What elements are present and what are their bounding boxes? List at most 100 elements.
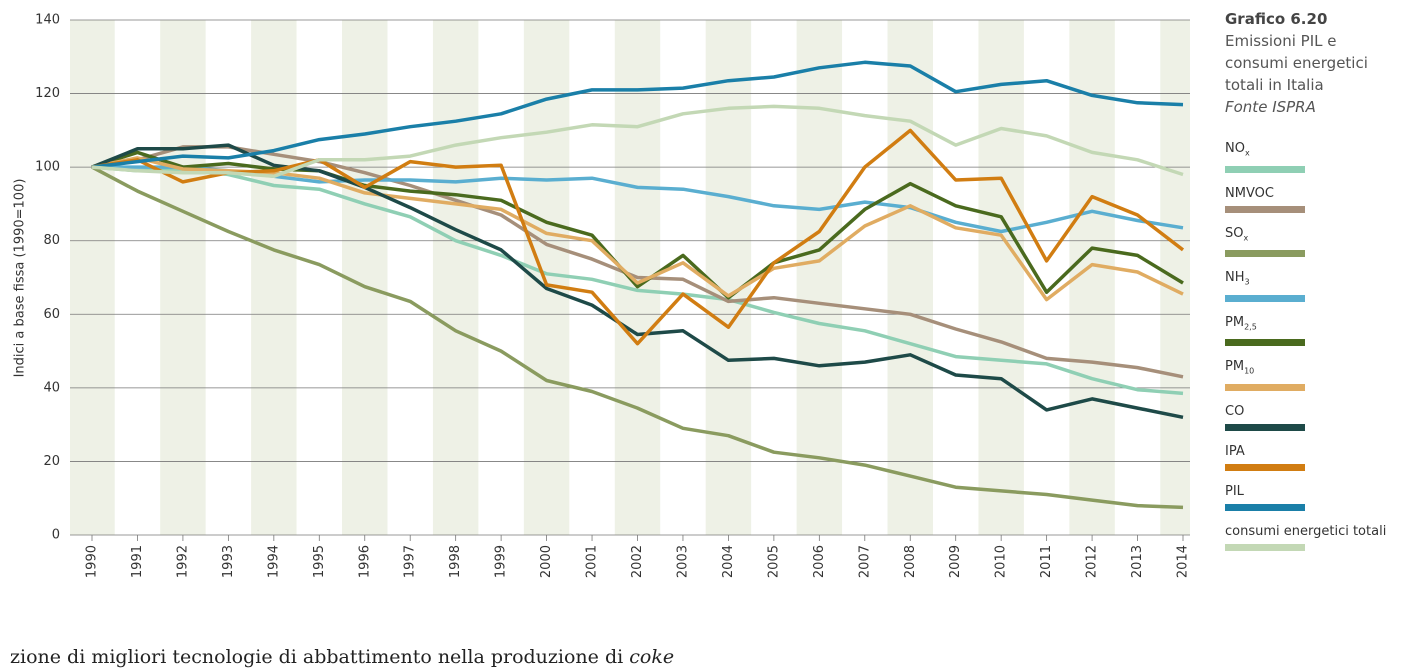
legend-label: consumi energetici totali <box>1225 523 1395 540</box>
legend-label: SOx <box>1225 225 1395 247</box>
chart-subtitle: Emissioni PIL e consumi energetici total… <box>1225 32 1368 94</box>
footnote-emphasis: coke <box>629 646 675 668</box>
legend-item: NOx <box>1225 140 1395 173</box>
y-tick-label: 100 <box>35 160 60 175</box>
x-tick-label: 1992 <box>175 545 190 578</box>
legend-label: NMVOC <box>1225 185 1395 202</box>
series-line <box>91 165 1184 396</box>
legend-item: NMVOC <box>1225 185 1395 213</box>
series-line <box>91 165 1184 510</box>
y-tick-label: 40 <box>43 380 60 395</box>
legend-label: CO <box>1225 403 1395 420</box>
band <box>70 20 115 535</box>
x-tick-label: 2006 <box>812 545 827 578</box>
legend-name: consumi energetici totali <box>1225 523 1387 539</box>
x-tick-label: 1990 <box>85 545 100 578</box>
x-tick-label: 2007 <box>857 545 872 578</box>
x-tick-label: 2014 <box>1176 545 1191 578</box>
legend-item: PM2,5 <box>1225 314 1395 347</box>
legend-name: IPA <box>1225 443 1245 459</box>
series-line <box>91 104 1184 179</box>
legend-name: CO <box>1225 403 1245 419</box>
band <box>705 20 752 535</box>
legend-swatch <box>1225 383 1305 391</box>
x-tick-label: 2001 <box>585 545 600 578</box>
band <box>978 20 1024 535</box>
legend-name: PIL <box>1225 483 1244 499</box>
x-tick-label: 1993 <box>221 545 236 578</box>
legend-item: PM10 <box>1225 358 1395 391</box>
y-axis-label: Indici a base fissa (1990=100) <box>13 179 28 378</box>
legend-swatch <box>1225 339 1305 347</box>
band <box>887 20 933 535</box>
x-tick-label: 1994 <box>266 545 281 578</box>
y-tick-label: 80 <box>43 233 60 248</box>
legend-swatch <box>1225 205 1305 213</box>
legend-item: PIL <box>1225 483 1395 511</box>
x-tick-label: 2010 <box>994 545 1009 578</box>
legend-item: IPA <box>1225 443 1395 471</box>
x-tick-label: 2003 <box>675 545 690 578</box>
legend-swatch <box>1225 423 1305 431</box>
x-tick-label: 1991 <box>130 545 145 578</box>
x-tick-label: 2000 <box>539 545 554 578</box>
legend-label: IPA <box>1225 443 1395 460</box>
legend-subscript: 10 <box>1244 366 1255 376</box>
legend-name: PM <box>1225 314 1245 330</box>
series-line <box>91 143 1184 420</box>
x-tick-label: 1999 <box>494 545 509 578</box>
band <box>160 20 206 535</box>
legend-subscript: 3 <box>1244 277 1250 287</box>
legend-swatch <box>1225 543 1305 551</box>
x-tick-label: 2013 <box>1130 545 1145 578</box>
band <box>251 20 297 535</box>
legend: NOx NMVOC SOx NH3 PM2,5 PM10 CO IPA PIL consumi e… <box>1225 140 1405 551</box>
band <box>432 20 479 535</box>
y-tick-label: 0 <box>52 528 60 543</box>
x-tick-label: 2004 <box>721 545 736 578</box>
legend-name: SO <box>1225 225 1244 241</box>
series-line <box>91 156 1184 302</box>
x-tick-label: 1997 <box>403 545 418 578</box>
y-tick-label: 20 <box>43 454 60 469</box>
footnote-text: zione di migliori tecnologie di abbattim… <box>10 646 630 668</box>
legend-item: CO <box>1225 403 1395 431</box>
legend-name: PM <box>1225 359 1245 375</box>
chart: Indici a base fissa (1990=100) 0 20 40 60 80… <box>13 13 1191 579</box>
legend-subscript: x <box>1243 233 1249 243</box>
series-line <box>91 60 1184 169</box>
chart-title: Grafico 6.20 <box>1225 10 1328 28</box>
legend-swatch <box>1225 165 1305 173</box>
legend-label: PM2,5 <box>1225 314 1395 336</box>
legend-label: PIL <box>1225 483 1395 500</box>
x-tick-label: 2002 <box>630 545 645 578</box>
legend-label: NH3 <box>1225 269 1395 291</box>
legend-name: NO <box>1225 141 1245 156</box>
y-tick-label: 60 <box>43 307 60 322</box>
x-tick-label: 2012 <box>1085 545 1100 578</box>
x-tick-label: 1998 <box>448 545 463 578</box>
legend-label: NOx <box>1225 140 1395 162</box>
side-panel: Grafico 6.20 Emissioni PIL e consumi ene… <box>1225 8 1405 551</box>
y-tick-label: 140 <box>35 13 60 28</box>
legend-swatch <box>1225 503 1305 511</box>
legend-swatch <box>1225 250 1305 258</box>
series-line <box>91 145 1184 379</box>
footnote: zione di migliori tecnologie di abbattim… <box>10 646 674 668</box>
legend-swatch <box>1225 463 1305 471</box>
legend-name: NH <box>1225 270 1245 286</box>
legend-swatch <box>1225 294 1305 302</box>
x-tick-label: 1996 <box>357 545 372 578</box>
x-tick-label: 2008 <box>903 545 918 578</box>
x-tick-label: 2009 <box>948 545 963 578</box>
legend-item: NH3 <box>1225 269 1395 302</box>
legend-item: SOx <box>1225 225 1395 258</box>
legend-label: PM10 <box>1225 358 1395 380</box>
legend-name: NMVOC <box>1225 185 1274 201</box>
x-tick-label: 2011 <box>1039 545 1054 578</box>
legend-subscript: x <box>1244 148 1250 158</box>
legend-item: consumi energetici totali <box>1225 523 1395 551</box>
y-tick-label: 120 <box>35 86 60 101</box>
x-tick-label: 1995 <box>312 545 327 578</box>
